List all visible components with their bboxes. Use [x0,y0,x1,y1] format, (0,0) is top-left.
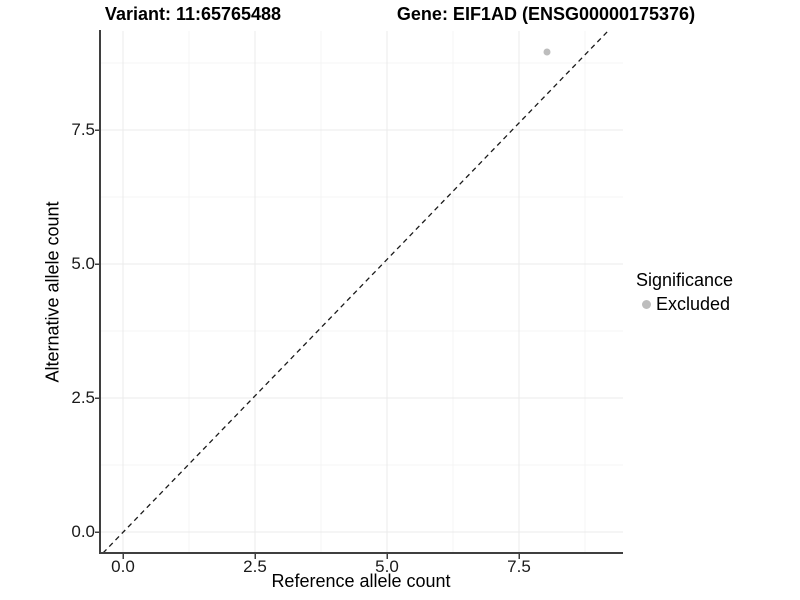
legend-title: Significance [636,270,734,290]
legend: Significance Excluded [636,270,733,315]
tick-marks [95,129,520,559]
axis-lines [99,30,623,554]
x-tick-label-3: 7.5 [507,557,531,576]
minor-gridlines [100,31,623,553]
x-axis-title: Reference allele count [271,571,451,591]
plot-title-variant: Variant: 11:65765488 [104,4,282,24]
major-gridlines [100,31,623,553]
legend-item-excluded: Excluded [636,294,733,315]
x-tick-label-0: 0.0 [111,557,135,576]
y-tick-label-2: 5.0 [71,254,95,273]
plot-title-gene: Gene: EIF1AD (ENSG00000175376) [396,4,696,24]
y-tick-label-3: 7.5 [71,120,95,139]
x-tick-label-1: 2.5 [243,557,267,576]
y-axis-title: Alternative allele count [42,201,63,383]
excluded-point-icon [642,300,651,309]
y-tick-label-0: 0.0 [71,522,95,541]
x-tick-label-2: 5.0 [375,557,399,576]
identity-dashed-line [102,30,609,554]
legend-item-label: Excluded [656,294,731,314]
data-point-excluded [543,48,551,56]
y-tick-label-1: 2.5 [71,388,95,407]
